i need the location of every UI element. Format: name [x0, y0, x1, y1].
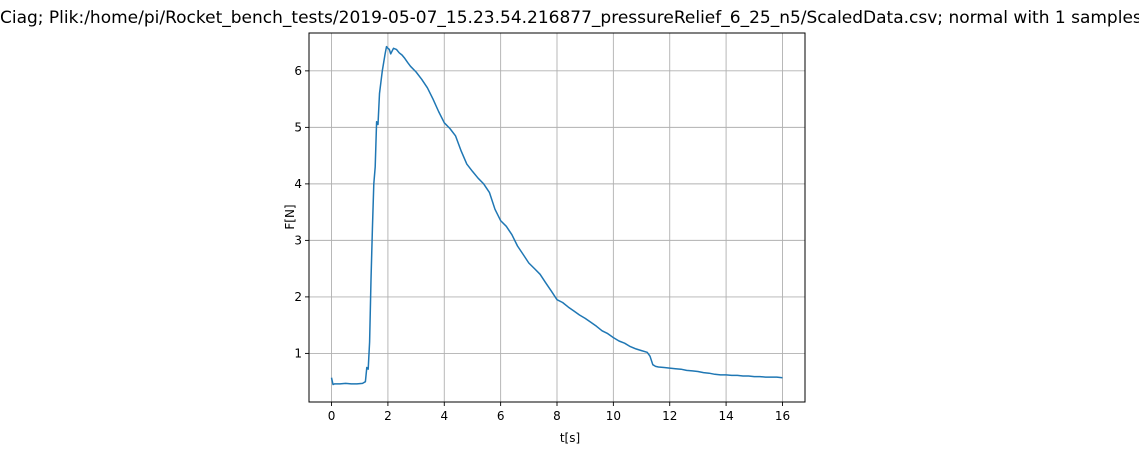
- y-tick-label: 5: [294, 120, 302, 134]
- chart-title: Ciag; Plik:/home/pi/Rocket_bench_tests/2…: [0, 8, 1139, 28]
- series-line: [330, 45, 783, 386]
- x-axis-label: t[s]: [560, 431, 580, 445]
- x-tick-label: 10: [606, 409, 621, 423]
- y-axis-label: F[N]: [283, 204, 297, 229]
- y-tick-label: 3: [294, 233, 302, 247]
- tick-layer: [305, 70, 783, 406]
- x-tick-label: 12: [662, 409, 677, 423]
- y-tick-label: 1: [294, 346, 302, 360]
- x-tick-label: 0: [328, 409, 336, 423]
- x-tick-label: 14: [718, 409, 733, 423]
- x-tick-label: 6: [497, 409, 505, 423]
- y-tick-label: 2: [294, 290, 302, 304]
- y-tick-label: 6: [294, 64, 302, 78]
- grid-layer: [309, 33, 805, 402]
- x-tick-label: 8: [553, 409, 561, 423]
- series-layer: [330, 45, 783, 386]
- y-tick-label: 4: [294, 177, 302, 191]
- x-tick-label: 16: [775, 409, 790, 423]
- x-tick-label: 2: [384, 409, 392, 423]
- x-tick-label: 4: [440, 409, 448, 423]
